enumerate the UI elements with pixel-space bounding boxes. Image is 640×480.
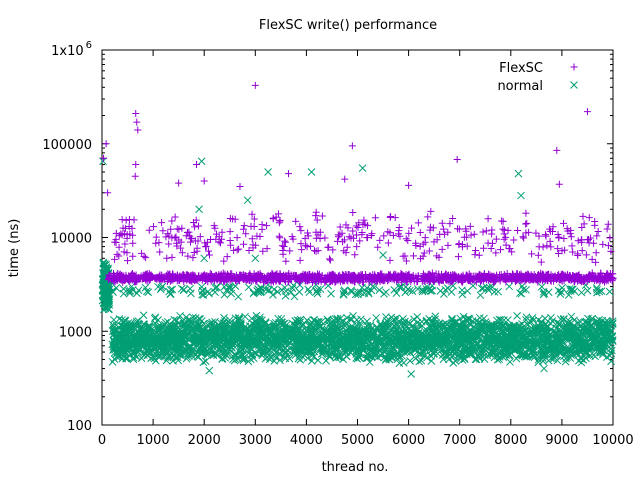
normal-point <box>494 287 503 296</box>
normal-point <box>463 287 472 295</box>
normal-point <box>605 287 614 296</box>
normal-point <box>577 288 586 297</box>
normal-point <box>99 157 107 166</box>
normal-point <box>382 288 390 297</box>
normal-point <box>264 168 272 176</box>
normal-point <box>176 311 184 320</box>
normal-point <box>269 290 277 299</box>
normal-point <box>201 357 210 366</box>
normal-point <box>205 366 214 375</box>
normal-point <box>251 254 260 263</box>
normal-point <box>476 291 485 300</box>
normal-point <box>205 289 213 298</box>
normal-point <box>514 169 523 178</box>
normal-point <box>295 288 304 296</box>
normal-point <box>112 284 121 292</box>
x-tick-label: 8000 <box>494 433 527 448</box>
normal-point <box>133 289 141 298</box>
y-tick-label: 100 <box>67 419 92 434</box>
x-tick-label: 2000 <box>188 433 221 448</box>
x-tick-label: 1000 <box>137 433 170 448</box>
normal-point <box>327 289 335 298</box>
normal-point <box>162 356 171 365</box>
normal-point <box>567 312 576 321</box>
normal-point <box>528 313 537 322</box>
normal-point <box>314 356 322 365</box>
y-tick-label: 1000 <box>59 325 92 340</box>
normal-point <box>199 358 208 367</box>
normal-point <box>305 288 314 297</box>
x-tick-label: 3000 <box>239 433 272 448</box>
x-tick-label: 9000 <box>545 433 578 448</box>
normal-point <box>605 351 614 360</box>
normal-point <box>449 359 458 367</box>
normal-point <box>607 357 615 366</box>
normal-point <box>137 354 146 363</box>
normal-point <box>411 354 420 363</box>
normal-point <box>554 286 563 295</box>
normal-point <box>179 286 188 295</box>
x-tick-label: 6000 <box>392 433 425 448</box>
normal-point <box>358 164 367 172</box>
normal-point <box>139 311 148 320</box>
x-tick-label: 10000 <box>592 433 633 448</box>
normal-point <box>186 284 194 293</box>
normal-point <box>200 254 209 263</box>
normal-point <box>399 358 408 367</box>
normal-point <box>122 354 130 363</box>
normal-point <box>583 286 592 295</box>
y-axis-label: time (ns) <box>7 219 22 278</box>
normal-point <box>540 364 548 373</box>
y-tick-label: 10000 <box>51 232 92 247</box>
x-tick-label: 0 <box>98 433 106 448</box>
x-axis-label: thread no. <box>322 460 389 475</box>
normal-point <box>234 292 243 301</box>
y-tick-label: 1x10 6 <box>51 40 92 59</box>
normal-point <box>407 370 416 378</box>
normal-point <box>574 356 583 365</box>
y-tick-label: 100000 <box>42 138 92 153</box>
chart-title: FlexSC write() performance <box>259 18 437 33</box>
normal-point <box>276 356 284 365</box>
normal-point <box>243 196 252 205</box>
normal-point <box>417 356 426 365</box>
normal-point <box>372 314 381 322</box>
normal-point <box>197 157 206 166</box>
x-tick-label: 5000 <box>341 433 374 448</box>
x-tick-label: 7000 <box>443 433 476 448</box>
normal-point <box>505 282 514 291</box>
normal-point <box>304 285 313 294</box>
normal-point <box>447 288 456 296</box>
x-tick-label: 4000 <box>290 433 323 448</box>
normal-point <box>195 205 203 214</box>
normal-point <box>307 168 316 176</box>
normal-point <box>309 353 318 361</box>
normal-point <box>425 315 434 323</box>
normal-point <box>513 312 521 320</box>
normal-point <box>517 191 525 200</box>
data-points <box>98 63 617 378</box>
normal-point <box>266 353 275 361</box>
normal-point <box>379 251 387 259</box>
axis-ticks: 0 1000 2000 3000 4000 5000 6000 7000 8000 9000 100… <box>42 40 633 448</box>
